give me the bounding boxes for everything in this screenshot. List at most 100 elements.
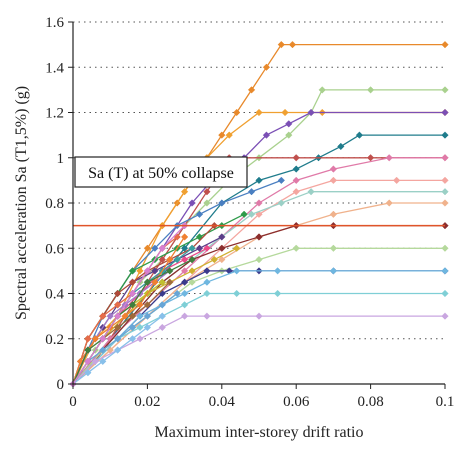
y-tick-label: 0.8 <box>45 196 64 212</box>
data-point <box>99 335 107 343</box>
data-point <box>337 142 345 151</box>
data-point <box>143 244 152 252</box>
series-line <box>72 292 178 385</box>
data-point <box>203 312 211 320</box>
data-point <box>329 210 338 218</box>
x-tick-label: 0.08 <box>357 394 383 410</box>
x-tick-label: 0.04 <box>209 394 236 410</box>
data-point <box>247 188 256 196</box>
data-point <box>292 154 300 162</box>
data-point <box>113 346 122 354</box>
data-point <box>385 154 393 162</box>
data-point <box>99 357 107 366</box>
x-tick-label: 0.02 <box>134 394 160 410</box>
data-point <box>84 335 92 343</box>
data-point <box>273 267 282 275</box>
series-13 <box>69 267 449 388</box>
data-point <box>285 131 293 139</box>
data-point <box>233 289 241 298</box>
data-point <box>240 210 248 218</box>
data-point <box>173 289 181 298</box>
data-point <box>113 335 122 343</box>
data-point <box>355 131 364 139</box>
y-tick-label: 1.4 <box>45 60 64 76</box>
data-point <box>158 278 166 286</box>
data-point <box>136 323 144 332</box>
x-axis-title: Maximum inter-storey drift ratio <box>155 424 364 441</box>
data-point <box>136 301 144 309</box>
y-tick-label: 1.2 <box>45 106 64 122</box>
data-point <box>113 289 122 298</box>
data-point <box>255 199 263 207</box>
data-point <box>318 86 326 94</box>
x-tick-label: 0.06 <box>283 394 310 410</box>
data-point <box>113 301 122 309</box>
data-point <box>128 278 137 286</box>
data-point <box>307 108 315 117</box>
data-point <box>255 176 263 185</box>
series-line <box>72 157 445 385</box>
data-point <box>188 199 196 207</box>
data-point <box>121 312 129 320</box>
data-point <box>203 188 211 196</box>
data-point <box>255 312 263 320</box>
data-point <box>173 255 181 264</box>
data-point <box>151 244 159 252</box>
data-point <box>392 176 401 185</box>
data-point <box>441 267 449 275</box>
data-point <box>218 199 226 207</box>
data-point <box>292 244 300 252</box>
data-point <box>180 312 189 320</box>
data-point <box>166 255 174 264</box>
data-point <box>128 312 137 320</box>
data-point <box>128 323 137 332</box>
data-point <box>218 244 226 252</box>
data-point <box>84 369 92 377</box>
data-point <box>441 176 449 185</box>
data-point <box>136 335 144 343</box>
data-point <box>277 176 285 185</box>
data-point <box>366 86 375 94</box>
axes-layer: 0 0.02 0.04 0.06 0.08 0.1 0 0.2 0.4 0.6 0.8 1 1.2 1.4… <box>45 15 454 410</box>
data-point <box>113 312 122 320</box>
data-point <box>180 301 189 309</box>
data-point <box>233 267 241 275</box>
series-10 <box>69 188 449 388</box>
data-point <box>143 267 152 275</box>
data-point <box>158 244 166 252</box>
data-point <box>180 188 189 196</box>
series-line <box>72 292 445 385</box>
data-point <box>203 199 211 207</box>
data-point <box>281 108 289 117</box>
y-tick-label: 0.4 <box>45 287 64 303</box>
y-axis-title: Spectral acceleration Sa (T1,5%) (g) <box>13 86 30 320</box>
data-point <box>91 335 99 343</box>
y-tick-label: 0.6 <box>45 241 64 257</box>
data-point <box>247 210 256 218</box>
annotation-layer: Sa (T) at 50% collapse <box>74 156 248 188</box>
data-point <box>143 312 152 320</box>
data-point <box>188 278 196 286</box>
data-point <box>128 335 137 343</box>
data-point <box>255 233 263 241</box>
x-tick-label: 0 <box>69 394 77 410</box>
data-point <box>441 244 449 252</box>
data-point <box>128 301 137 309</box>
data-point <box>195 210 204 218</box>
data-point <box>441 199 449 207</box>
data-point <box>225 131 233 139</box>
data-point <box>255 255 263 264</box>
data-point <box>151 278 159 286</box>
y-tick-label: 0 <box>57 377 65 393</box>
data-point <box>262 63 271 71</box>
y-tick-label: 1.6 <box>45 15 64 31</box>
data-point <box>277 199 285 207</box>
data-point <box>99 312 107 320</box>
data-point <box>366 154 375 162</box>
data-point <box>247 86 256 94</box>
data-point <box>84 346 92 354</box>
y-tick-label: 1 <box>57 151 65 167</box>
data-point <box>285 120 293 128</box>
data-point <box>136 267 144 275</box>
data-point <box>136 312 144 320</box>
